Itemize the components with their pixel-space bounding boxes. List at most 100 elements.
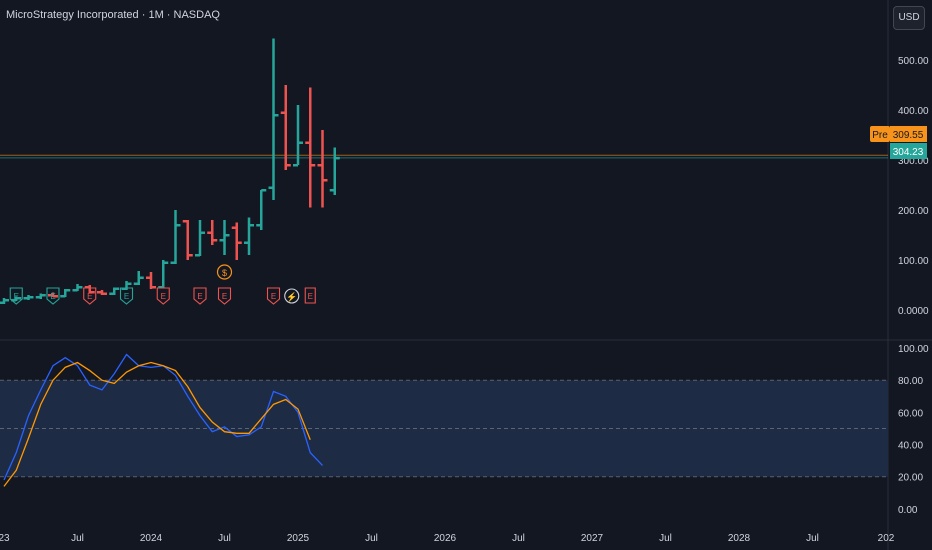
earnings-badge-shape	[9, 287, 23, 305]
earnings-badge-label: E	[87, 292, 92, 301]
earnings-badge-label: E	[197, 292, 202, 301]
candle-close-tick	[200, 231, 205, 234]
candle-open-tick	[48, 294, 53, 297]
price-axis-label: 200.00	[898, 206, 929, 217]
candle-open-tick	[84, 286, 90, 289]
candle-close-tick	[334, 156, 340, 160]
candle	[121, 281, 132, 290]
candle-range	[149, 272, 153, 289]
candle-open-tick	[195, 254, 200, 257]
candle-open-tick	[35, 296, 41, 299]
time-axis-label: Jul	[218, 533, 231, 544]
earnings-badge-label: E	[50, 292, 55, 301]
candle	[293, 105, 303, 167]
candle	[195, 220, 205, 257]
candle	[231, 222, 242, 260]
earnings-badge-shape	[193, 287, 207, 305]
candle-close-tick	[224, 234, 230, 237]
candle	[329, 147, 340, 195]
candle-open-tick	[231, 226, 237, 229]
candle	[133, 271, 144, 285]
candle-range	[333, 147, 336, 195]
candle-close-tick	[89, 291, 95, 294]
candle-open-tick	[182, 220, 188, 223]
candle-close-tick	[298, 141, 303, 144]
stoch-line-d	[3, 361, 311, 487]
candle-open-tick	[329, 189, 335, 192]
candle-open-tick	[305, 141, 311, 144]
candle-open-tick	[11, 299, 17, 302]
candle-close-tick	[151, 286, 156, 289]
price-axis-label: 500.00	[898, 56, 929, 67]
candle-range	[260, 190, 263, 230]
candle	[219, 220, 230, 255]
time-axis-label: Jul	[806, 533, 819, 544]
split-marker[interactable]: $	[216, 264, 233, 280]
earnings-miss-marker[interactable]: E	[193, 287, 207, 305]
earnings-badge-label: E	[271, 292, 276, 301]
candle-range	[174, 210, 177, 264]
candle-close-tick	[187, 254, 193, 257]
candle-open-tick	[23, 297, 29, 300]
stoch-axis-label: 20.00	[898, 473, 923, 484]
pre-tag-bg	[870, 126, 890, 142]
candle-open-tick	[244, 241, 249, 244]
earnings-miss-marker[interactable]: E	[83, 287, 97, 305]
candle	[97, 290, 107, 295]
time-axis-label: Jul	[71, 533, 84, 544]
candle-close-tick	[65, 289, 71, 292]
currency-button[interactable]: USD	[893, 6, 925, 30]
candle-open-tick	[268, 186, 274, 189]
earnings-badge-shape	[304, 287, 316, 304]
candle-close-tick	[114, 287, 120, 290]
stoch-axis-label: 40.00	[898, 441, 923, 452]
time-axis-label: 2028	[728, 533, 751, 544]
time-axis-label: Jul	[365, 533, 378, 544]
candle-close-tick	[249, 224, 254, 227]
price-axis-label: 0.0000	[898, 306, 929, 317]
time-axis-label: 2026	[434, 533, 457, 544]
earnings-beat-marker[interactable]: E	[46, 287, 60, 305]
time-axis-label: 23	[0, 533, 10, 544]
events[interactable]: E E E E E E E $ E ⚡ E	[9, 264, 316, 305]
price-axis-label: 400.00	[898, 106, 929, 117]
candle	[317, 130, 328, 208]
candle-range	[247, 217, 251, 255]
earnings-miss-marker[interactable]: E	[217, 287, 232, 305]
candle	[0, 298, 9, 304]
candle-range	[125, 281, 128, 290]
earnings-badge-shape	[83, 287, 97, 305]
last-price-value: 304.23	[893, 147, 924, 158]
candle	[256, 189, 267, 230]
candle	[60, 289, 71, 298]
earnings-upcoming-marker[interactable]: E	[304, 287, 316, 304]
earnings-badge-shape	[119, 287, 134, 305]
candle-open-tick	[60, 295, 66, 298]
candle-close-tick	[322, 179, 328, 182]
candle-open-tick	[0, 301, 4, 304]
candle-range	[296, 105, 300, 165]
chart-title: MicroStrategy Incorporated · 1M · NASDAQ	[6, 9, 220, 21]
candle-open-tick	[256, 224, 262, 227]
earnings-miss-marker[interactable]: E	[156, 287, 170, 305]
candle-range	[272, 38, 275, 200]
candle	[182, 220, 193, 260]
news-marker[interactable]: ⚡	[284, 288, 300, 304]
earnings-beat-marker[interactable]: E	[9, 287, 23, 305]
candle-close-tick	[236, 241, 242, 244]
candle-close-tick	[4, 299, 9, 302]
stoch-axis-label: 60.00	[898, 408, 923, 419]
candle-close-tick	[212, 239, 218, 242]
earnings-miss-marker[interactable]: E	[266, 287, 281, 305]
earnings-beat-marker[interactable]: E	[119, 287, 134, 305]
news-badge-ring	[284, 288, 300, 304]
candle-close-tick	[138, 276, 144, 279]
candle-close-tick	[310, 164, 316, 167]
candle-open-tick	[170, 261, 176, 264]
candle-close-tick	[261, 189, 267, 192]
candle-open-tick	[109, 292, 115, 295]
stoch-axis-label: 100.00	[898, 344, 929, 355]
